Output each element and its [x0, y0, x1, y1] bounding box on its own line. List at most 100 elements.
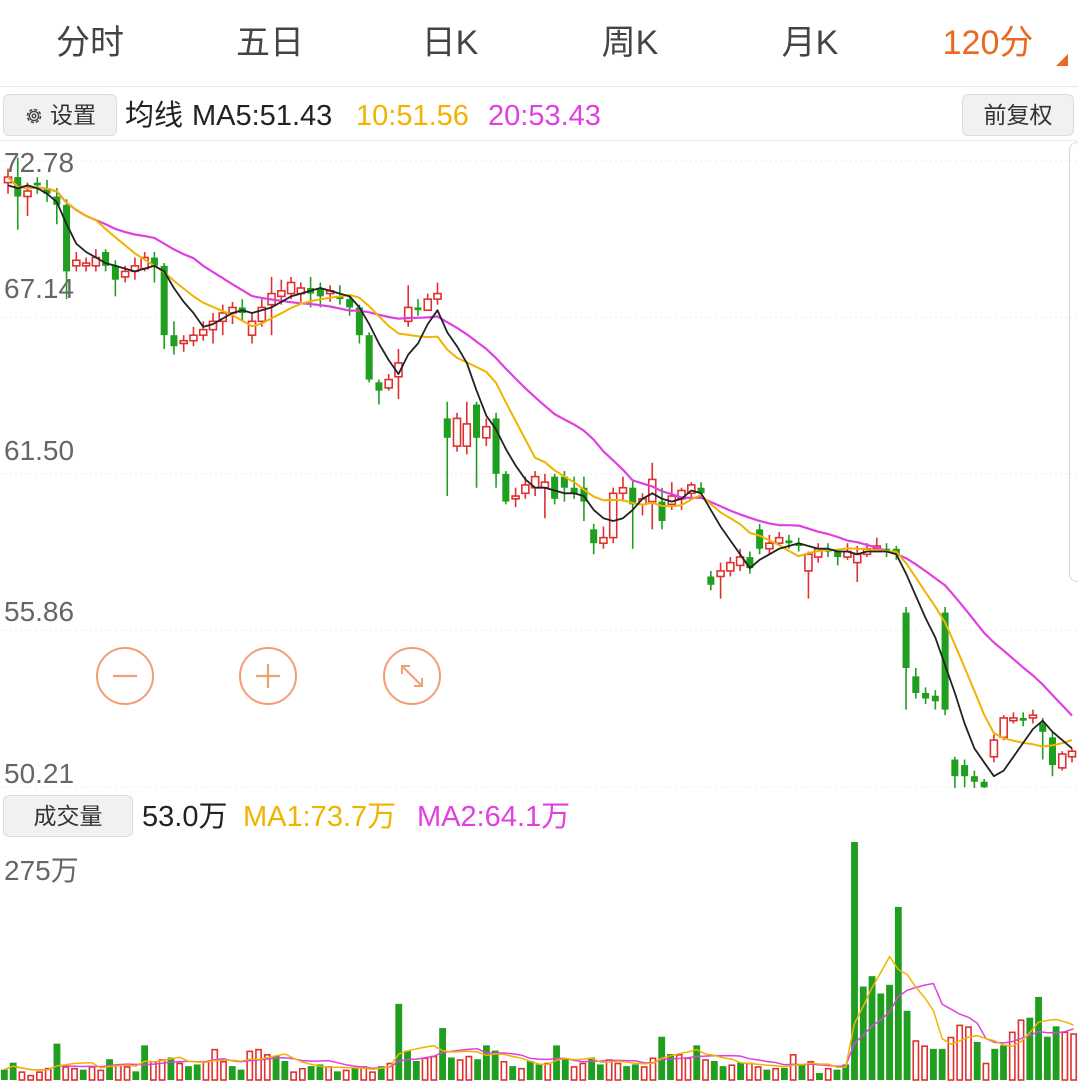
volume-bar-down — [719, 1066, 727, 1080]
candle-up — [599, 526, 608, 549]
candle-body — [551, 476, 559, 499]
tab-five-day[interactable]: 五日 — [236, 24, 304, 62]
volume-bar-up — [1070, 1033, 1078, 1081]
volume-chart[interactable] — [0, 841, 1078, 1081]
candle-up — [530, 471, 540, 497]
volume-bar-up — [211, 1048, 219, 1081]
volume-bar-up — [290, 1071, 298, 1081]
candle-up — [384, 374, 394, 391]
volume-bar-down — [377, 1066, 385, 1080]
scroll-edge-handle[interactable] — [1069, 142, 1078, 582]
tab-monthly-k[interactable]: 月K — [781, 24, 839, 62]
zoom-in-button[interactable] — [239, 647, 297, 705]
volume-bar-up — [640, 1066, 648, 1081]
volume-bar-down — [132, 1071, 140, 1080]
volume-bar-down — [193, 1064, 201, 1080]
candle-body — [286, 281, 296, 295]
candle-up — [735, 548, 745, 571]
candle-up — [481, 418, 491, 447]
volume-bar-up — [702, 1059, 709, 1081]
adjust-price-button[interactable]: 前复权 — [962, 94, 1074, 136]
candle-body — [931, 695, 939, 702]
candle-down — [551, 473, 559, 505]
volume-bar-down — [631, 1064, 639, 1080]
volume-bar-up — [71, 1067, 78, 1081]
candle-body — [726, 561, 735, 572]
minus-circle-icon — [113, 674, 137, 678]
candle-body — [580, 487, 588, 502]
candle-body — [647, 478, 657, 503]
tab-120min[interactable]: 120分 — [898, 0, 1078, 86]
candle-body — [198, 328, 208, 336]
fit-view-button[interactable] — [383, 647, 441, 705]
candle-down — [346, 296, 354, 316]
period-tabs: 分时 五日 日K 周K 月K 120分 — [0, 0, 1078, 87]
volume-bar-down — [316, 1064, 324, 1080]
y-tick-label: 72.78 — [4, 147, 75, 178]
candle-body — [492, 418, 500, 474]
candle-down — [365, 332, 373, 383]
tab-intraday[interactable]: 分时 — [56, 24, 124, 62]
volume-bar-up — [745, 1062, 753, 1081]
volume-ma1: MA1:73.7万 — [243, 801, 397, 833]
ma10-line — [7, 176, 1073, 748]
volume-bar-down — [553, 1045, 560, 1080]
candle-up — [325, 285, 335, 302]
volume-bar-down — [763, 1069, 771, 1080]
candle-down — [961, 759, 969, 788]
volume-bar-up — [176, 1062, 184, 1081]
settings-button[interactable]: 设置 — [3, 94, 117, 136]
candle-down — [570, 476, 578, 499]
candle-body — [423, 298, 433, 312]
tab-weekly-k[interactable]: 周K — [601, 24, 659, 62]
candle-up — [726, 557, 735, 577]
volume-indicator-button[interactable]: 成交量 — [3, 795, 133, 837]
ma20-value: 20:53.43 — [488, 100, 601, 132]
volume-bar-down — [710, 1060, 718, 1080]
candle-down — [629, 479, 637, 549]
candle-up — [91, 249, 101, 272]
volume-bar-up — [789, 1054, 797, 1081]
candle-body — [716, 570, 725, 578]
volume-bar-up — [728, 1064, 736, 1081]
candlestick-chart[interactable] — [0, 141, 1078, 788]
candle-up — [608, 487, 618, 544]
candle-body — [912, 676, 920, 693]
zoom-out-button[interactable] — [96, 647, 154, 705]
candle-down — [502, 471, 510, 505]
volume-bar-up — [912, 1040, 920, 1081]
candle-body — [375, 382, 383, 391]
volume-bar-up — [518, 1067, 525, 1081]
tab-120min-label: 120分 — [942, 24, 1034, 62]
y-tick-label: 61.50 — [4, 435, 75, 466]
volume-bar-down — [334, 1071, 341, 1080]
volume-bar-down — [526, 1060, 534, 1080]
volume-bar-up — [18, 1071, 26, 1081]
candle-body — [521, 484, 530, 495]
volume-bar-up — [956, 1024, 964, 1081]
gear-icon — [26, 108, 42, 124]
candle-up — [286, 276, 296, 300]
candle-down — [912, 668, 920, 699]
volume-bar-down — [693, 1045, 701, 1080]
candle-body — [765, 542, 774, 550]
candle-down — [707, 570, 715, 591]
candle-body — [53, 196, 61, 205]
volume-bar-up — [27, 1074, 35, 1081]
candle-down — [756, 523, 764, 555]
volume-bar-up — [649, 1057, 657, 1081]
candle-up — [81, 257, 91, 272]
candle-body — [902, 612, 910, 669]
volume-bar-down — [53, 1043, 61, 1080]
tab-daily-k[interactable]: 日K — [421, 24, 479, 62]
candle-body — [1048, 737, 1056, 766]
candle-down — [941, 606, 949, 716]
candle-up — [1057, 751, 1067, 771]
candle-down — [160, 263, 168, 350]
candle-body — [170, 335, 178, 347]
volume-bar-down — [816, 1073, 823, 1080]
candle-up — [257, 299, 267, 327]
candle-down — [902, 606, 910, 710]
candle-body — [502, 473, 510, 502]
candle-down — [590, 523, 598, 555]
